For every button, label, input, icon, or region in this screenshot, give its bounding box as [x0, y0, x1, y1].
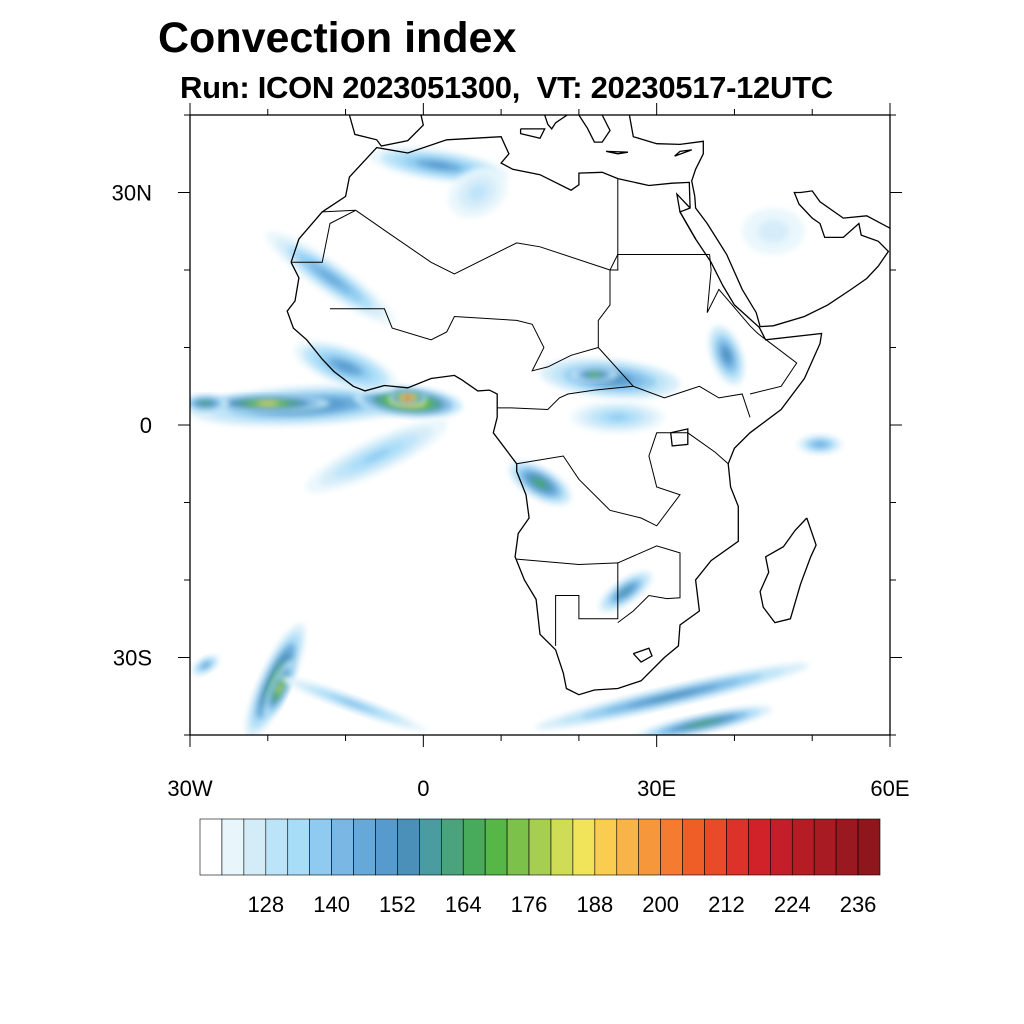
x-tick-label: 60E	[870, 776, 909, 801]
outline-borders1	[355, 209, 710, 275]
outline-borders4	[330, 308, 599, 372]
convection-congo	[571, 401, 665, 433]
colorbar-box	[440, 818, 464, 876]
outline-lesotho	[632, 647, 653, 663]
colorbar-label: 212	[708, 892, 745, 917]
colorbar-label: 164	[445, 892, 482, 917]
convection-gulf-of-guinea-band-core-west	[205, 394, 330, 413]
convection-indian-ocean	[796, 434, 844, 455]
outline-borders7	[617, 545, 681, 624]
outline-borders9	[706, 254, 798, 395]
colorbar-box	[770, 818, 793, 876]
convection-west-africa-coast	[293, 340, 398, 393]
colorbar-box	[594, 818, 618, 876]
plot-title: Convection index	[158, 14, 517, 62]
colorbar-box	[375, 818, 398, 876]
colorbar-box	[353, 818, 376, 876]
colorbar-box	[221, 818, 245, 876]
x-tick-label: 30W	[167, 776, 212, 801]
x-tick-label: 0	[417, 776, 429, 801]
outline-cyprus	[674, 149, 692, 157]
outline-borders5	[516, 432, 729, 527]
outline-italymain	[544, 115, 568, 130]
colorbar-box	[287, 818, 310, 876]
convection-ethiopia	[708, 325, 745, 385]
colorbar-box	[572, 818, 596, 876]
outline-madagascar	[759, 517, 817, 624]
outline-borders6	[516, 558, 619, 646]
colorbar-box	[682, 818, 705, 876]
y-tick-label: 0	[140, 413, 152, 438]
colorbar-label: 236	[840, 892, 877, 917]
colorbar-box	[506, 818, 530, 876]
colorbar-box	[857, 818, 881, 876]
colorbar-box	[550, 818, 574, 876]
plot-subtitle: Run: ICON 2023051300, VT: 20230517-12UTC	[180, 70, 833, 105]
convection-field	[190, 147, 844, 735]
convection-angola	[508, 461, 572, 506]
colorbar-box	[419, 818, 442, 876]
axis-ticks: 30W 0 30E 60E 30N 0 30S	[112, 103, 910, 801]
colorbar-box	[748, 818, 771, 876]
colorbar-label: 176	[511, 892, 548, 917]
colorbar-label: 188	[576, 892, 613, 917]
outline-crete	[605, 150, 629, 155]
y-tick-label: 30N	[112, 181, 152, 206]
outline-africa	[286, 136, 823, 696]
convection-east-atlantic-north	[190, 394, 229, 413]
convection-central-africa-core	[571, 366, 618, 383]
colorbar-label: 200	[642, 892, 679, 917]
colorbar-label: 128	[247, 892, 284, 917]
convection-sw-atlantic-streak	[280, 676, 427, 732]
convection-arabia	[742, 208, 805, 255]
convection-gulf-of-guinea-hotspot	[388, 390, 428, 406]
outline-italy	[519, 128, 546, 140]
colorbar-label: 152	[379, 892, 416, 917]
colorbar-box	[199, 818, 223, 876]
convection-southern-ocean-band	[634, 706, 772, 735]
y-tick-label: 30S	[113, 646, 152, 671]
colorbar-box	[528, 818, 552, 876]
colorbar-box	[397, 818, 420, 876]
colorbar-box	[791, 818, 815, 876]
convection-atlantic-tail	[305, 419, 448, 493]
convection-sahel-band	[265, 231, 395, 325]
colorbar-box	[265, 818, 289, 876]
colorbar-box	[813, 818, 837, 876]
colorbar-box	[484, 818, 508, 876]
outline-lakevic	[670, 428, 689, 447]
outline-arabia	[694, 190, 890, 328]
convection-zimbabwe	[599, 571, 652, 612]
convection-libya-north	[448, 167, 508, 218]
convection-southwest-atlantic-west	[191, 654, 220, 676]
colorbar-box	[331, 818, 354, 876]
colorbar: 128 140 152 164 176 188 200 212 224 236	[199, 818, 881, 917]
colorbar-box	[835, 818, 859, 876]
colorbar-box	[309, 818, 332, 876]
outline-levant	[628, 115, 704, 197]
colorbar-box	[726, 818, 749, 876]
convection-south-africa-band	[535, 663, 809, 730]
coastlines	[286, 115, 890, 696]
colorbar-box	[462, 818, 486, 876]
outline-redsea	[675, 192, 697, 240]
outline-borders3	[291, 209, 356, 263]
colorbar-box	[638, 818, 661, 876]
outline-borders8	[497, 385, 634, 411]
outline-greece	[578, 115, 611, 143]
colorbar-box	[660, 818, 683, 876]
colorbar-box	[704, 818, 727, 876]
colorbar-label: 140	[313, 892, 350, 917]
colorbar-box	[243, 818, 267, 876]
x-tick-label: 30E	[637, 776, 676, 801]
colorbar-label: 224	[774, 892, 811, 917]
outline-iberia	[348, 115, 425, 147]
colorbar-box	[616, 818, 640, 876]
